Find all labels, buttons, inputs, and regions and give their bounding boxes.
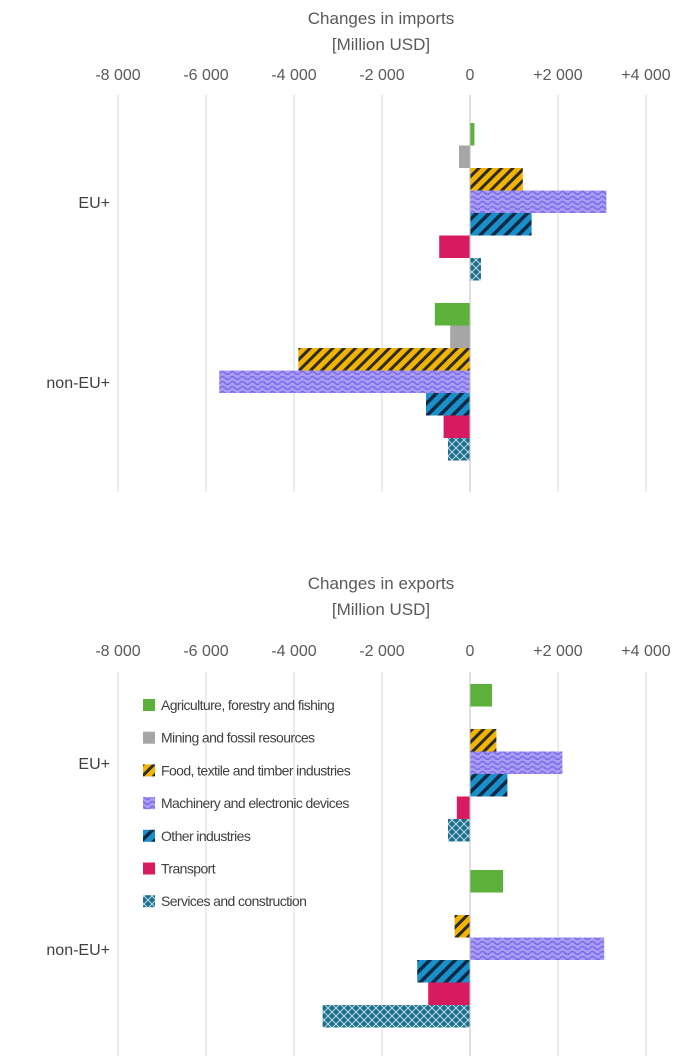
other-industries-legend-icon <box>143 829 155 842</box>
x-tick-label: 0 <box>466 67 475 84</box>
gridlines <box>117 95 647 492</box>
bar-agriculture-eu <box>470 684 492 707</box>
x-tick-label: +2 000 <box>533 643 582 660</box>
x-tick-label: 0 <box>466 643 475 660</box>
legend-label: Services and construction <box>161 893 306 909</box>
x-tick-label: -4 000 <box>271 67 316 84</box>
x-tick-label: -8 000 <box>95 643 140 660</box>
bar-machinery-non-eu <box>219 370 470 393</box>
food-legend-icon <box>143 764 155 777</box>
legend-label: Mining and fossil resources <box>161 730 315 746</box>
bar-mining-eu <box>459 145 470 168</box>
bar-machinery-eu <box>470 190 607 213</box>
mining-legend-icon <box>143 731 155 744</box>
chart-title-line-2: [Million USD] <box>332 35 430 54</box>
x-tick-label: -8 000 <box>95 67 140 84</box>
legend-label: Machinery and electronic devices <box>161 795 349 811</box>
imports-chart: Changes in imports [Million USD] -8 000-… <box>46 9 671 492</box>
bar-transport-non-eu <box>428 982 470 1005</box>
services-legend-icon <box>143 895 155 908</box>
bar-other-industries-non-eu <box>426 393 470 416</box>
bar-services-eu <box>448 819 470 842</box>
bar-mining-non-eu <box>450 325 470 348</box>
category-label: non-EU+ <box>46 942 110 959</box>
bar-machinery-non-eu <box>470 937 605 960</box>
bar-transport-eu <box>439 235 470 258</box>
machinery-legend-icon <box>143 797 155 810</box>
agriculture-legend-icon <box>143 699 155 711</box>
bar-services-non-eu <box>448 438 470 461</box>
bar-agriculture-non-eu <box>470 870 503 893</box>
bar-agriculture-eu <box>470 123 475 146</box>
legend: Agriculture, forestry and fishing Mining … <box>143 697 351 909</box>
legend-label: Agriculture, forestry and fishing <box>161 697 334 713</box>
x-tick-label: -6 000 <box>183 67 228 84</box>
x-tick-label: +4 000 <box>621 67 670 84</box>
bar-food-non-eu <box>298 348 470 371</box>
chart-title-line-2: [Million USD] <box>332 600 430 619</box>
bar-food-eu <box>470 729 497 752</box>
transport-legend-icon <box>143 862 155 875</box>
x-axis-tick-labels: -8 000 -6 000 -4 000 -2 000 0 +2 000 +4 000 <box>95 67 670 84</box>
bars <box>219 123 607 461</box>
category-label: EU+ <box>78 195 110 212</box>
x-tick-label: -2 000 <box>359 67 404 84</box>
bar-services-eu <box>470 258 481 281</box>
category-labels: EU+ non-EU+ <box>46 195 110 392</box>
x-tick-label: -4 000 <box>271 643 316 660</box>
gridlines <box>117 672 647 1056</box>
bar-machinery-eu <box>470 751 563 774</box>
bar-services-non-eu <box>322 1005 470 1028</box>
chart-title-line-1: Changes in exports <box>308 574 454 593</box>
bar-other-industries-eu <box>470 774 508 797</box>
legend-label: Food, textile and timber industries <box>161 762 351 778</box>
x-axis-tick-labels: -8 000 -6 000 -4 000 -2 000 0 +2 000 +4 000 <box>95 643 670 660</box>
bar-food-eu <box>470 168 523 191</box>
x-tick-label: +4 000 <box>621 643 670 660</box>
chart-title-line-1: Changes in imports <box>308 9 454 28</box>
x-tick-label: +2 000 <box>533 67 582 84</box>
bar-transport-eu <box>456 796 470 819</box>
bar-transport-non-eu <box>443 415 470 438</box>
legend-label: Transport <box>161 861 216 877</box>
bar-other-industries-eu <box>470 213 532 236</box>
bar-other-industries-non-eu <box>417 960 470 983</box>
category-label: EU+ <box>78 756 110 773</box>
legend-label: Other industries <box>161 828 251 844</box>
bars <box>322 684 605 1028</box>
exports-chart: Changes in exports [Million USD] -8 000-… <box>46 574 671 1056</box>
category-labels: EU+ non-EU+ <box>46 756 110 959</box>
x-tick-label: -6 000 <box>183 643 228 660</box>
bar-food-non-eu <box>454 915 470 938</box>
category-label: non-EU+ <box>46 375 110 392</box>
x-tick-label: -2 000 <box>359 643 404 660</box>
bar-agriculture-non-eu <box>434 303 470 326</box>
